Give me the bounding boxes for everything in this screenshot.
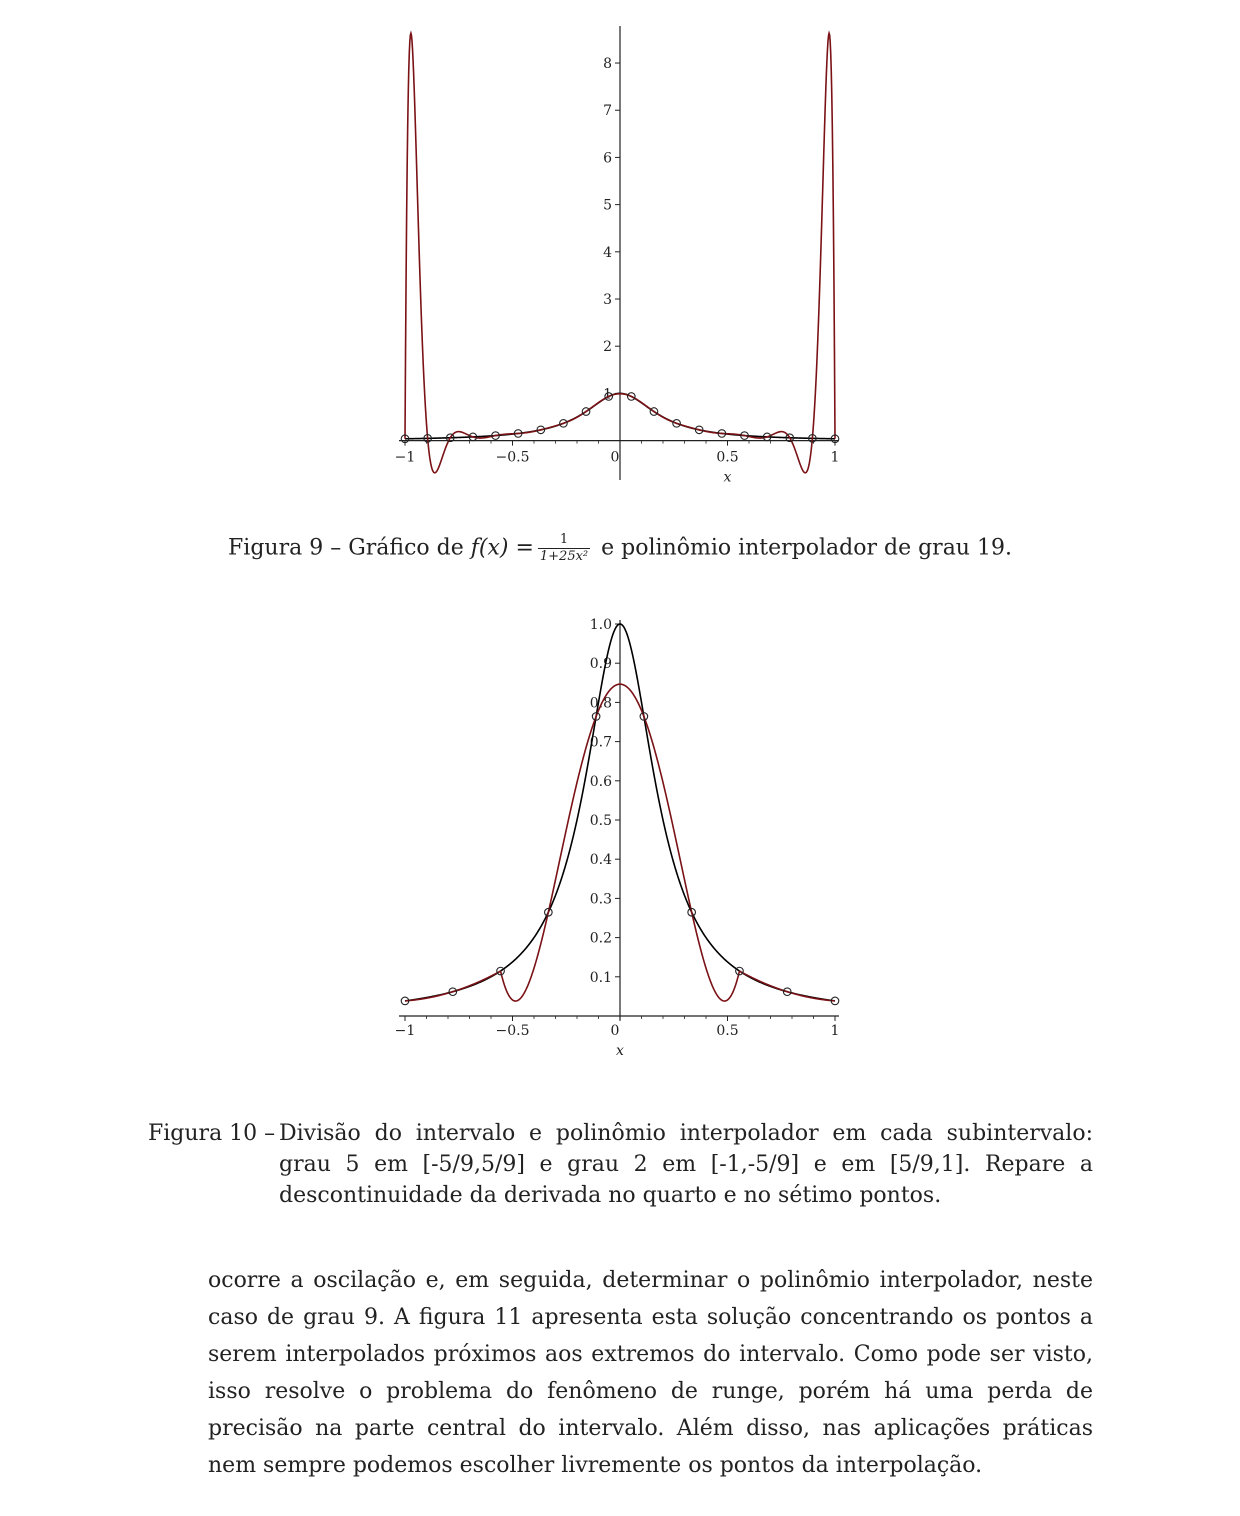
interpolation-point (782, 987, 792, 997)
figure-10-caption-label: Figura 10 – (148, 1121, 276, 1146)
interpolation-point (604, 392, 614, 401)
y-tick-label: 0.6 (590, 774, 612, 790)
interpolation-point (639, 712, 649, 721)
figure-10-chart: −1 −0.5 0 0.5 10.10.20.30.40.50.60.70.80.91.… (395, 617, 840, 1059)
figure-9-chart: −1 −0.5 0 0.5 1 1 2 3 4 5 6 7 8 x (395, 26, 840, 486)
y-tick-label: 4 (603, 245, 612, 261)
interpolation-point (448, 987, 458, 997)
y-tick-label: 2 (603, 339, 612, 355)
y-tick-label: 0.3 (590, 891, 612, 907)
figure-9-caption-fraction: 1 1+25x² (537, 532, 591, 565)
y-tick-label: 0.7 (590, 735, 612, 751)
interpolation-point (468, 432, 478, 442)
figure-9-caption-label: Figura 9 – Gráfico de (228, 535, 471, 561)
figure-9-caption-rest: e polinômio interpolador de grau 19. (594, 535, 1012, 561)
x-tick-label: 0.5 (716, 450, 738, 466)
fraction-denominator: 1+25x² (539, 549, 589, 564)
body-paragraph: ocorre a oscilação e, em seguida, determ… (208, 1268, 1093, 1478)
interpolation-point (687, 907, 697, 917)
interpolation-point (581, 407, 591, 416)
interpolation-point (694, 425, 704, 435)
interpolation-point (649, 407, 659, 416)
y-tick-label: 8 (603, 56, 612, 72)
x-tick-label: −0.5 (496, 450, 530, 466)
interpolation-point (400, 996, 410, 1006)
interpolation-point (717, 429, 727, 438)
y-tick-label: 0.9 (590, 656, 612, 672)
y-tick-label: 6 (603, 150, 612, 166)
interpolation-point (785, 433, 795, 443)
figure-10-caption: Figura 10 – Divisão do intervalo e polin… (148, 1118, 1093, 1211)
interpolation-point (543, 907, 553, 917)
fraction-numerator: 1 (537, 532, 591, 549)
interpolation-point (626, 392, 636, 401)
x-tick-label: 0.5 (716, 1023, 738, 1039)
figure-9-caption-function: f(x) = (470, 535, 534, 561)
interpolation-point (735, 966, 744, 976)
x-tick-label: 1 (831, 450, 840, 466)
x-tick-label: 0 (611, 1023, 620, 1039)
x-tick-label: −0.5 (496, 1023, 530, 1039)
x-tick-label: 1 (831, 1023, 840, 1039)
interpolation-point (740, 431, 749, 440)
figure-9-caption: Figura 9 – Gráfico de f(x) = 1 1+25x² e po… (0, 532, 1240, 565)
interpolation-point (808, 434, 817, 443)
x-axis-label: x (724, 470, 732, 486)
y-tick-label: 0.2 (590, 931, 612, 947)
interpolation-point (423, 434, 432, 443)
x-tick-label: −1 (395, 450, 416, 466)
interpolation-point (591, 712, 601, 721)
interpolation-point (672, 418, 681, 428)
interpolation-point (830, 996, 840, 1006)
interpolation-point (513, 429, 523, 438)
y-tick-label: 0.5 (590, 813, 612, 829)
interpolation-point (400, 434, 410, 444)
interpolation-point (445, 433, 455, 443)
figure-10-caption-body: Divisão do intervalo e polinômio interpo… (279, 1121, 1093, 1208)
interpolation-point (830, 434, 840, 444)
y-tick-label: 5 (603, 198, 612, 214)
y-tick-label: 0.4 (590, 852, 612, 868)
interpolation-point (496, 966, 505, 976)
interpolation-point (491, 431, 500, 440)
x-tick-label: −1 (395, 1023, 416, 1039)
interpolation-curve (404, 683, 836, 1002)
y-tick-label: 1.0 (590, 617, 612, 633)
y-tick-label: 0.1 (590, 970, 612, 986)
y-tick-label: 7 (603, 103, 612, 119)
y-tick-label: 3 (603, 292, 612, 308)
x-axis-label: x (616, 1043, 624, 1059)
y-tick-label: 1 (603, 386, 612, 402)
interpolation-point (762, 432, 772, 442)
interpolation-point (536, 425, 546, 435)
x-tick-label: 0 (611, 450, 620, 466)
interpolation-point (559, 418, 568, 428)
